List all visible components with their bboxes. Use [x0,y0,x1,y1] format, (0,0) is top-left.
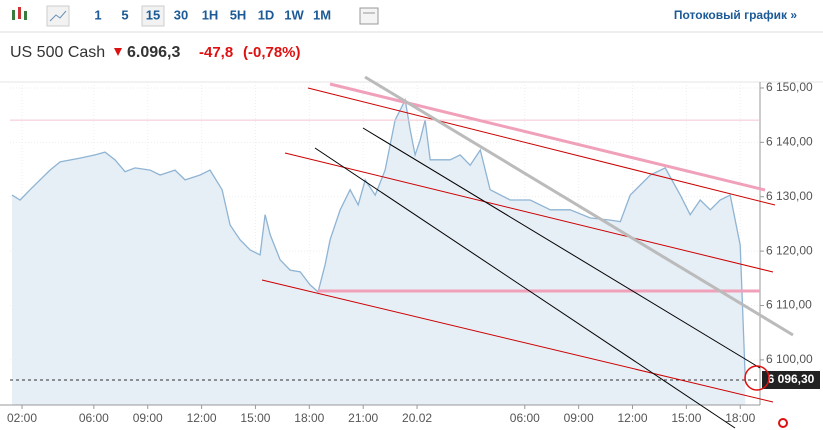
highlight-circle [744,365,770,391]
interval-button[interactable]: 5 [121,7,128,22]
x-tick-label: 06:00 [79,411,109,425]
y-tick-label: 6 120,00 [766,243,813,257]
interval-button[interactable]: 1H [202,7,219,22]
trend-line [364,75,794,337]
trend-line [307,87,776,206]
trend-line [314,147,736,429]
interval-button[interactable]: 5H [230,7,247,22]
y-tick-label: 6 130,00 [766,189,813,203]
x-tick-label: 15:00 [671,411,701,425]
trend-line [261,279,774,403]
x-tick-label: 15:00 [240,411,270,425]
y-tick-label: 6 100,00 [766,352,813,366]
x-tick-label: 21:00 [348,411,378,425]
streaming-link[interactable]: Потоковый график » [674,8,797,22]
last-price-box [762,370,820,389]
down-arrow [114,48,122,56]
x-tick-label: 18:00 [294,411,324,425]
interval-button[interactable]: 1 [94,7,101,22]
interval-button[interactable]: 1W [284,7,304,22]
instrument-name: US 500 Cash [10,44,105,61]
x-tick-label: 02:00 [7,411,37,425]
line [11,97,746,381]
drawings [261,75,794,429]
x-tick-label: 20.02 [402,411,432,425]
last-price-label: 6 096,30 [768,372,815,386]
y-tick-label: 6 150,00 [766,80,813,94]
area [11,99,746,406]
change-percent: (-0,78%) [243,44,301,61]
x-tick-label: 06:00 [510,411,540,425]
price: 6.096,3 [127,44,180,61]
x-tick-label: 12:00 [618,411,648,425]
trend-line [329,82,766,192]
plot: 6 100,00 6 110,00 6 120,00 6 130,00 6 140,00… [0,80,823,425]
marker-circle [778,418,788,428]
interval-button[interactable]: 30 [174,7,188,22]
change: -47,8 [199,44,233,61]
trend-line [284,152,774,273]
trend-line [362,127,761,369]
area-icon-line [49,10,67,22]
selected-interval-box [141,5,165,27]
interval-button[interactable]: 1D [258,7,275,22]
interval-button[interactable]: 1M [313,7,331,22]
candle-icon[interactable] [12,7,27,20]
y-tick-label: 6 110,00 [766,298,812,312]
x-tick-label: 12:00 [187,411,217,425]
y-tick-label: 6 140,00 [766,135,813,149]
x-tick-label: 09:00 [133,411,163,425]
toolbar [0,0,823,32]
x-tick-label: 09:00 [564,411,594,425]
interval-button[interactable]: 15 [146,7,160,22]
table-icon[interactable] [359,7,379,25]
x-tick-label: 18:00 [725,411,755,425]
